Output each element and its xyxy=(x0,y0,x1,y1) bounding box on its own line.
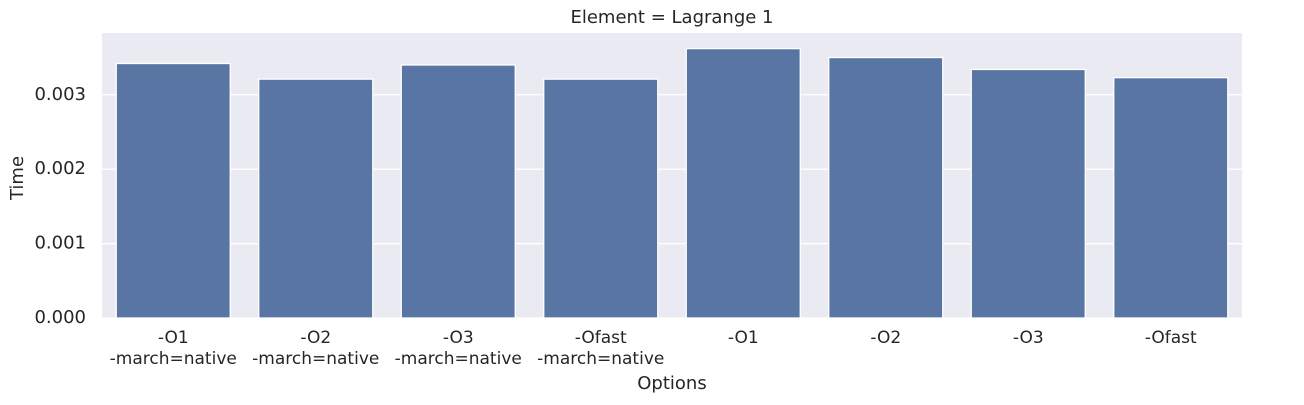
x-tick-label: -O3 xyxy=(1012,328,1044,348)
x-tick-label: -O3 -march=native xyxy=(394,328,522,369)
x-tick-label: -Ofast xyxy=(1144,328,1197,348)
y-tick-label: 0.001 xyxy=(34,233,86,254)
bar xyxy=(828,56,944,319)
y-axis-label: Time xyxy=(7,156,28,201)
bar xyxy=(685,47,801,319)
y-tick-label: 0.002 xyxy=(34,158,86,179)
bar xyxy=(1113,76,1229,319)
x-tick-label: -Ofast -march=native xyxy=(537,328,665,369)
x-axis-label: Options xyxy=(637,373,706,394)
chart-title: Element = Lagrange 1 xyxy=(570,7,773,28)
bar xyxy=(115,62,231,319)
bar xyxy=(258,78,374,319)
bar xyxy=(970,68,1086,319)
bar xyxy=(400,64,516,319)
bar xyxy=(543,78,659,319)
y-tick-label: 0.003 xyxy=(34,84,86,105)
x-tick-label: -O2 -march=native xyxy=(252,328,380,369)
x-tick-label: -O1 -march=native xyxy=(109,328,237,369)
y-tick-label: 0.000 xyxy=(34,307,86,328)
x-tick-label: -O1 xyxy=(727,328,759,348)
x-tick-label: -O2 xyxy=(870,328,902,348)
